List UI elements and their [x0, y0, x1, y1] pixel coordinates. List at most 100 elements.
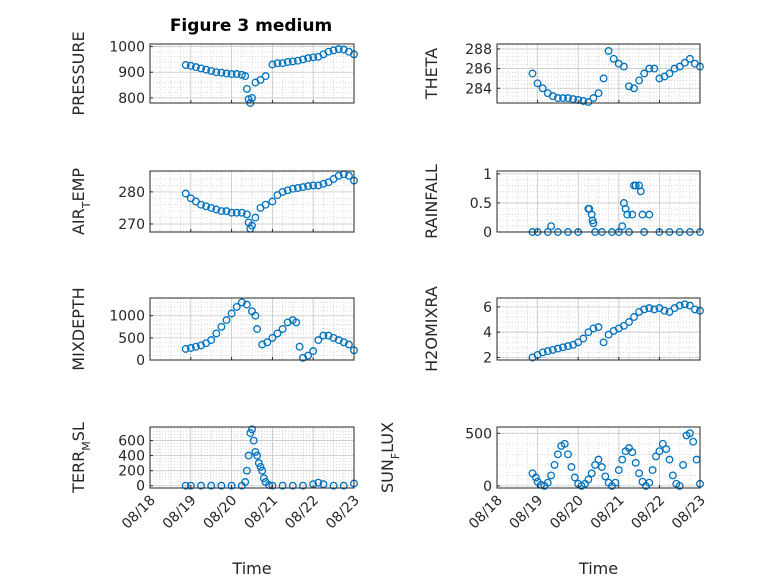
data-point — [242, 84, 251, 93]
data-point — [256, 462, 265, 471]
data-point — [650, 64, 659, 73]
data-point — [191, 63, 200, 72]
data-point — [222, 207, 231, 216]
data-point — [212, 205, 221, 214]
y-tick-label: 288 — [465, 42, 492, 58]
data-point — [528, 69, 537, 78]
data-point — [217, 207, 226, 216]
x-tick-label: 08/23 — [669, 493, 709, 533]
data-point — [344, 340, 353, 349]
data-point — [547, 471, 556, 480]
data-point — [251, 447, 260, 456]
data-point — [222, 316, 231, 325]
data-point — [295, 342, 304, 351]
axes-box — [496, 43, 701, 104]
data-point — [579, 97, 588, 105]
data-point — [278, 59, 287, 68]
data-point — [248, 93, 256, 102]
data-point — [628, 448, 637, 457]
data-point — [212, 68, 221, 77]
axes-box — [149, 170, 355, 233]
data-point — [207, 203, 216, 212]
data-series — [528, 46, 704, 106]
y-tick-label: 900 — [118, 65, 145, 81]
data-point — [685, 429, 694, 438]
y-tick-label: 4 — [483, 325, 492, 341]
subplot-h2omixra: 2 4 6 H2OMIXRA — [422, 286, 704, 372]
y-tick-label: 284 — [465, 81, 492, 97]
data-point — [197, 200, 205, 209]
data-point — [650, 305, 659, 314]
data-point — [248, 221, 256, 230]
data-point — [662, 445, 671, 454]
data-point — [197, 64, 205, 73]
y-label-subscript: M — [80, 441, 93, 451]
data-point — [268, 481, 277, 490]
data-point — [679, 460, 688, 469]
data-point — [594, 89, 603, 98]
data-point — [594, 323, 603, 332]
data-point — [570, 473, 579, 482]
data-point — [273, 329, 282, 338]
data-point — [543, 478, 552, 487]
data-point — [655, 447, 664, 456]
x-tick-label: 08/22 — [628, 493, 668, 533]
data-point — [670, 64, 679, 73]
data-point — [227, 208, 236, 217]
data-point — [618, 455, 627, 464]
data-point — [249, 436, 258, 445]
subplot-theta: 284 286 288 THETA — [422, 42, 704, 106]
y-label-rest: SL — [69, 422, 88, 441]
y-tick-label: 600 — [118, 434, 145, 450]
data-point — [584, 475, 593, 484]
data-point — [531, 473, 540, 482]
data-point — [253, 451, 262, 460]
data-point — [630, 84, 638, 93]
data-point — [288, 57, 297, 66]
data-point — [589, 94, 598, 103]
data-point — [344, 171, 353, 180]
data-point — [309, 53, 318, 62]
y-label-base: SUN — [378, 459, 397, 493]
data-point — [261, 72, 270, 81]
data-point — [574, 338, 583, 347]
data-point — [278, 187, 287, 196]
data-point — [564, 342, 572, 351]
data-point — [567, 463, 576, 471]
data-point — [263, 338, 272, 347]
data-point — [645, 304, 654, 313]
data-point — [645, 64, 654, 73]
data-point — [587, 469, 596, 478]
x-axis-label: Time — [231, 559, 271, 578]
x-tick-label: 08/21 — [588, 493, 628, 533]
x-tick-label: 08/18 — [466, 493, 506, 533]
y-tick-label: 0 — [136, 353, 145, 369]
axes-box — [149, 297, 355, 361]
data-point — [237, 208, 246, 217]
data-point — [645, 210, 654, 219]
data-point — [242, 210, 251, 219]
x-tick-label: 08/18 — [119, 493, 159, 533]
x-tick-label: 08/23 — [323, 493, 363, 533]
data-point — [564, 94, 572, 103]
data-point — [278, 325, 287, 333]
data-point — [631, 181, 640, 190]
data-point — [543, 347, 552, 356]
data-point — [259, 474, 268, 483]
data-point — [251, 213, 260, 222]
data-point — [584, 98, 593, 106]
x-tick-label: 08/19 — [160, 493, 200, 533]
data-point — [533, 79, 542, 88]
data-point — [614, 466, 623, 475]
data-point — [680, 58, 689, 67]
data-point — [186, 344, 195, 352]
subplot-sun-flux: 0 500 08/18 08/19 08/20 08/21 08/22 08/23 Time SU… — [378, 422, 709, 578]
subplot-rainfall: 0 0.5 1 RAINFALL — [422, 164, 704, 241]
data-point — [304, 182, 313, 191]
axes-box — [496, 297, 701, 361]
y-axis-label: TERRMSL — [69, 422, 93, 494]
y-label-rest: EMP — [69, 168, 88, 202]
data-point — [227, 481, 236, 490]
